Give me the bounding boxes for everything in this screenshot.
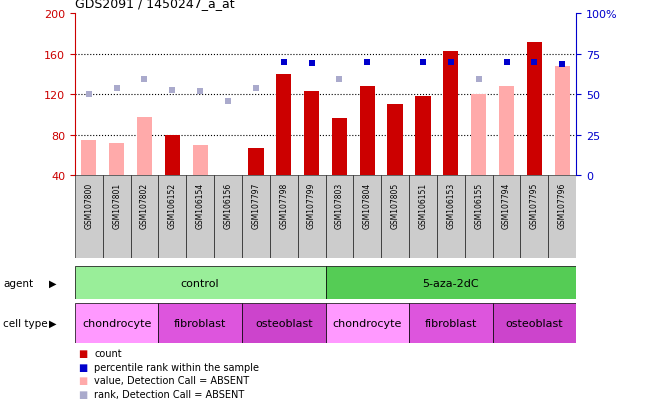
Bar — [165, 135, 180, 176]
Bar — [415, 97, 430, 176]
Bar — [270, 176, 298, 258]
Text: ■: ■ — [78, 389, 87, 399]
Bar — [381, 176, 409, 258]
Bar — [465, 176, 493, 258]
Text: GSM106154: GSM106154 — [196, 182, 204, 228]
Text: GDS2091 / 1450247_a_at: GDS2091 / 1450247_a_at — [75, 0, 234, 10]
Bar — [103, 176, 131, 258]
Text: GSM107797: GSM107797 — [251, 182, 260, 228]
Text: 5-aza-2dC: 5-aza-2dC — [422, 278, 479, 288]
Text: rank, Detection Call = ABSENT: rank, Detection Call = ABSENT — [94, 389, 245, 399]
Text: ■: ■ — [78, 348, 87, 358]
Text: fibroblast: fibroblast — [424, 318, 477, 328]
Text: GSM106156: GSM106156 — [223, 182, 232, 228]
Text: GSM107803: GSM107803 — [335, 182, 344, 228]
Text: osteoblast: osteoblast — [255, 318, 312, 328]
Bar — [276, 75, 292, 176]
Text: GSM107801: GSM107801 — [112, 182, 121, 228]
Bar — [158, 176, 186, 258]
Text: fibroblast: fibroblast — [174, 318, 227, 328]
Bar — [387, 105, 403, 176]
Bar — [131, 176, 158, 258]
Bar — [326, 266, 576, 299]
Bar — [193, 145, 208, 176]
Bar — [527, 43, 542, 176]
Text: GSM107799: GSM107799 — [307, 182, 316, 228]
Text: ■: ■ — [78, 375, 87, 385]
Text: chondrocyte: chondrocyte — [333, 318, 402, 328]
Text: ▶: ▶ — [49, 278, 57, 288]
Bar — [81, 140, 96, 176]
Bar — [242, 176, 270, 258]
Text: GSM107800: GSM107800 — [84, 182, 93, 228]
Bar — [75, 304, 158, 343]
Bar — [493, 176, 520, 258]
Bar — [304, 92, 319, 176]
Bar — [437, 176, 465, 258]
Text: GSM106155: GSM106155 — [474, 182, 483, 228]
Bar — [137, 118, 152, 176]
Bar — [298, 176, 326, 258]
Text: GSM107796: GSM107796 — [558, 182, 567, 228]
Bar — [353, 176, 381, 258]
Text: osteoblast: osteoblast — [506, 318, 563, 328]
Bar — [158, 304, 242, 343]
Bar — [409, 176, 437, 258]
Text: chondrocyte: chondrocyte — [82, 318, 151, 328]
Bar — [326, 304, 409, 343]
Text: GSM107794: GSM107794 — [502, 182, 511, 228]
Text: GSM106153: GSM106153 — [447, 182, 455, 228]
Text: percentile rank within the sample: percentile rank within the sample — [94, 362, 259, 372]
Text: count: count — [94, 348, 122, 358]
Bar — [248, 148, 264, 176]
Text: agent: agent — [3, 278, 33, 288]
Text: GSM107804: GSM107804 — [363, 182, 372, 228]
Text: GSM107798: GSM107798 — [279, 182, 288, 228]
Bar — [520, 176, 548, 258]
Bar — [359, 87, 375, 176]
Text: GSM107805: GSM107805 — [391, 182, 400, 228]
Bar — [214, 176, 242, 258]
Bar — [221, 176, 236, 178]
Bar — [75, 176, 103, 258]
Bar — [332, 119, 347, 176]
Bar — [499, 87, 514, 176]
Text: ▶: ▶ — [49, 318, 57, 328]
Text: control: control — [181, 278, 219, 288]
Bar — [242, 304, 326, 343]
Text: value, Detection Call = ABSENT: value, Detection Call = ABSENT — [94, 375, 249, 385]
Bar — [493, 304, 576, 343]
Bar — [75, 266, 326, 299]
Text: GSM106152: GSM106152 — [168, 182, 177, 228]
Bar — [443, 52, 458, 176]
Bar — [555, 67, 570, 176]
Bar — [186, 176, 214, 258]
Text: GSM106151: GSM106151 — [419, 182, 428, 228]
Bar — [326, 176, 353, 258]
Bar — [471, 95, 486, 176]
Bar — [548, 176, 576, 258]
Text: GSM107802: GSM107802 — [140, 182, 149, 228]
Bar — [409, 304, 493, 343]
Bar — [109, 143, 124, 176]
Text: cell type: cell type — [3, 318, 48, 328]
Text: ■: ■ — [78, 362, 87, 372]
Text: GSM107795: GSM107795 — [530, 182, 539, 228]
